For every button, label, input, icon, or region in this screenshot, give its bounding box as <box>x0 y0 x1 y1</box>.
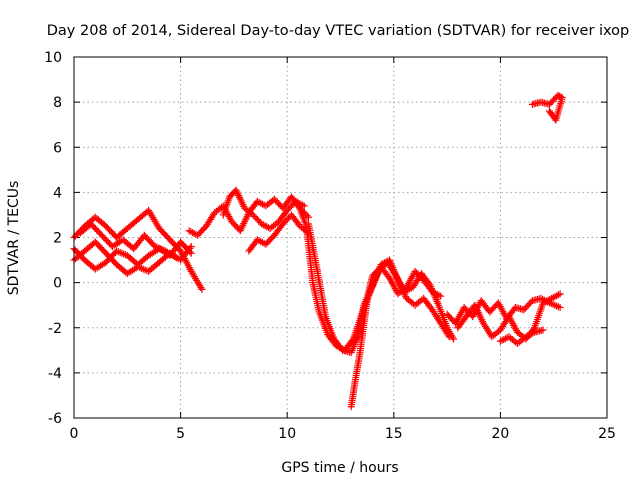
data-point <box>305 213 313 221</box>
data-point <box>437 292 445 300</box>
y-tick-label: 4 <box>53 185 62 201</box>
x-tick-label: 5 <box>176 426 185 442</box>
data-points <box>70 91 566 411</box>
data-point <box>547 109 555 117</box>
data-point <box>198 285 206 293</box>
plot-frame <box>73 56 608 419</box>
series-track-d <box>76 220 180 262</box>
y-tick-label: 8 <box>53 95 62 111</box>
data-point <box>435 291 443 299</box>
grid-lines <box>74 57 607 418</box>
data-point <box>539 326 547 334</box>
x-tick-label: 25 <box>598 426 616 442</box>
tick-labels: 0 5 10 15 20 25 -6 -4 -2 0 2 4 6 8 10 <box>44 50 616 442</box>
y-tick-label: 6 <box>53 140 62 156</box>
x-tick-label: 10 <box>278 426 296 442</box>
data-point <box>556 303 564 311</box>
y-tick-label: -6 <box>48 411 62 427</box>
series-track-f <box>219 186 308 232</box>
y-axis-label: SDTVAR / TECUs <box>6 181 22 296</box>
y-tick-label: -4 <box>48 366 62 382</box>
series-track-n <box>528 91 566 124</box>
x-tick-label: 15 <box>385 426 403 442</box>
x-tick-label: 0 <box>70 426 79 442</box>
data-point <box>556 290 564 298</box>
data-point <box>260 239 268 247</box>
data-point <box>187 243 195 251</box>
y-tick-label: 10 <box>44 50 62 66</box>
data-point <box>554 291 562 299</box>
data-point <box>529 329 537 337</box>
data-point <box>192 230 200 238</box>
data-point <box>545 107 553 115</box>
chart-title: Day 208 of 2014, Sidereal Day-to-day VTE… <box>47 23 630 39</box>
data-point <box>445 333 453 341</box>
x-axis-label: GPS time / hours <box>281 460 398 476</box>
data-point <box>449 335 457 343</box>
y-tick-label: 2 <box>53 231 62 247</box>
data-point <box>186 244 194 252</box>
y-tick-label: -2 <box>48 321 62 337</box>
data-point <box>172 254 180 262</box>
x-tick-label: 20 <box>491 426 509 442</box>
y-tick-label: 0 <box>53 276 62 292</box>
data-point <box>444 331 452 339</box>
series-track-j <box>347 263 445 411</box>
series-track-m <box>496 326 547 348</box>
